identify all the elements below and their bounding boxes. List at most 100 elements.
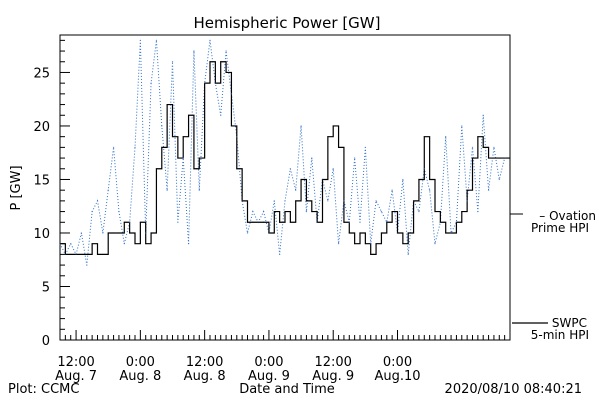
ovation-data-point	[327, 200, 329, 202]
ovation-data-point	[461, 125, 463, 127]
y-tick-label: 0	[42, 334, 50, 349]
swpc-data-point	[113, 232, 115, 234]
ovation-data-point	[193, 50, 195, 52]
swpc-data-point	[461, 211, 463, 213]
ovation-data-point	[70, 243, 72, 245]
x-tick-date-label: Aug. 9	[248, 369, 290, 384]
ovation-data-point	[370, 243, 372, 245]
swpc-data-point	[504, 157, 506, 159]
swpc-data-point	[59, 243, 61, 245]
swpc-data-point	[311, 211, 313, 213]
swpc-data-point	[80, 253, 82, 255]
swpc-data-point	[488, 157, 490, 159]
swpc-data-point	[316, 221, 318, 223]
swpc-data-point	[123, 221, 125, 223]
ovation-data-point	[295, 189, 297, 191]
plot-credit: Plot: CCMC	[8, 382, 79, 397]
swpc-data-point	[193, 168, 195, 170]
swpc-data-point	[466, 189, 468, 191]
ovation-data-point	[332, 168, 334, 170]
swpc-data-point	[129, 232, 131, 234]
swpc-data-point	[145, 243, 147, 245]
ovation-data-point	[80, 232, 83, 234]
ovation-data-point	[445, 136, 447, 138]
ovation-prime-hpi-series-line	[59, 40, 506, 266]
ovation-data-point	[487, 189, 490, 191]
swpc-data-point	[375, 243, 377, 245]
ovation-data-point	[182, 157, 184, 159]
ovation-data-point	[359, 221, 361, 223]
swpc-data-point	[348, 232, 350, 234]
ovation-data-point	[498, 178, 500, 181]
ovation-legend-label-line-2: Prime HPI	[531, 221, 589, 235]
ovation-data-point	[118, 210, 120, 213]
swpc-data-point	[305, 200, 307, 202]
ovation-data-point	[477, 210, 479, 213]
swpc-data-point	[188, 114, 190, 116]
y-axis-label: P [GW]	[9, 165, 24, 210]
swpc-data-point	[257, 221, 259, 223]
ovation-data-point	[300, 125, 302, 127]
swpc-data-point	[64, 253, 66, 255]
swpc-data-point	[450, 232, 452, 234]
y-tick-label: 25	[33, 66, 50, 81]
ovation-data-point	[155, 39, 158, 42]
swpc-data-point	[161, 146, 163, 148]
swpc-5-min-hpi-series-line	[60, 61, 510, 255]
y-tick-label: 5	[42, 280, 50, 295]
ovation-data-point	[209, 39, 211, 42]
ovation-data-point	[123, 243, 125, 245]
x-axis-label: Date and Time	[239, 382, 335, 397]
ovation-data-point	[198, 189, 200, 191]
swpc-data-point	[102, 253, 104, 255]
swpc-data-point	[139, 221, 141, 223]
swpc-data-point	[354, 243, 356, 245]
ovation-data-point	[107, 189, 109, 191]
swpc-data-point	[88, 253, 91, 255]
ovation-data-point	[311, 157, 313, 159]
swpc-data-point	[268, 232, 270, 234]
swpc-data-point	[182, 136, 184, 138]
ovation-data-point	[252, 210, 254, 213]
ovation-data-point	[225, 50, 227, 52]
swpc-data-point	[295, 200, 297, 202]
swpc-data-point	[279, 221, 281, 223]
swpc-data-point	[477, 136, 479, 138]
swpc-data-point	[455, 221, 457, 223]
swpc-data-point	[370, 253, 372, 255]
swpc-data-point	[359, 232, 361, 234]
ovation-data-point	[102, 232, 104, 234]
ovation-data-point	[337, 243, 340, 245]
swpc-data-point	[386, 221, 388, 223]
swpc-data-point	[241, 200, 243, 202]
x-tick-time-label: 12:00	[186, 355, 223, 370]
ovation-data-point	[353, 157, 356, 159]
swpc-data-point	[289, 221, 291, 223]
swpc-data-point	[284, 211, 286, 213]
y-tick-label: 10	[33, 227, 50, 242]
plot-frame	[59, 34, 511, 341]
swpc-data-point	[396, 232, 399, 234]
swpc-data-point	[107, 232, 109, 234]
x-tick-time-label: 0:00	[383, 355, 412, 370]
swpc-data-point	[380, 232, 382, 234]
ovation-data-point	[166, 189, 168, 191]
swpc-data-point	[118, 232, 120, 234]
plot-timestamp: 2020/08/10 08:40:21	[445, 382, 582, 397]
swpc-data-point	[343, 221, 345, 223]
ovation-data-point	[91, 210, 93, 213]
swpc-data-point	[391, 211, 393, 213]
swpc-data-point	[338, 146, 340, 148]
ovation-data-point	[471, 146, 474, 149]
ovation-data-point	[278, 253, 281, 256]
y-tick-label: 20	[33, 120, 50, 135]
swpc-data-point	[155, 168, 157, 170]
swpc-data-point	[198, 157, 200, 159]
ovation-data-point	[96, 200, 99, 202]
swpc-data-point	[96, 253, 99, 255]
ovation-data-point	[230, 93, 233, 95]
ovation-data-point	[177, 221, 179, 223]
x-tick-time-label: 12:00	[57, 355, 94, 370]
y-tick-label: 15	[33, 173, 50, 188]
